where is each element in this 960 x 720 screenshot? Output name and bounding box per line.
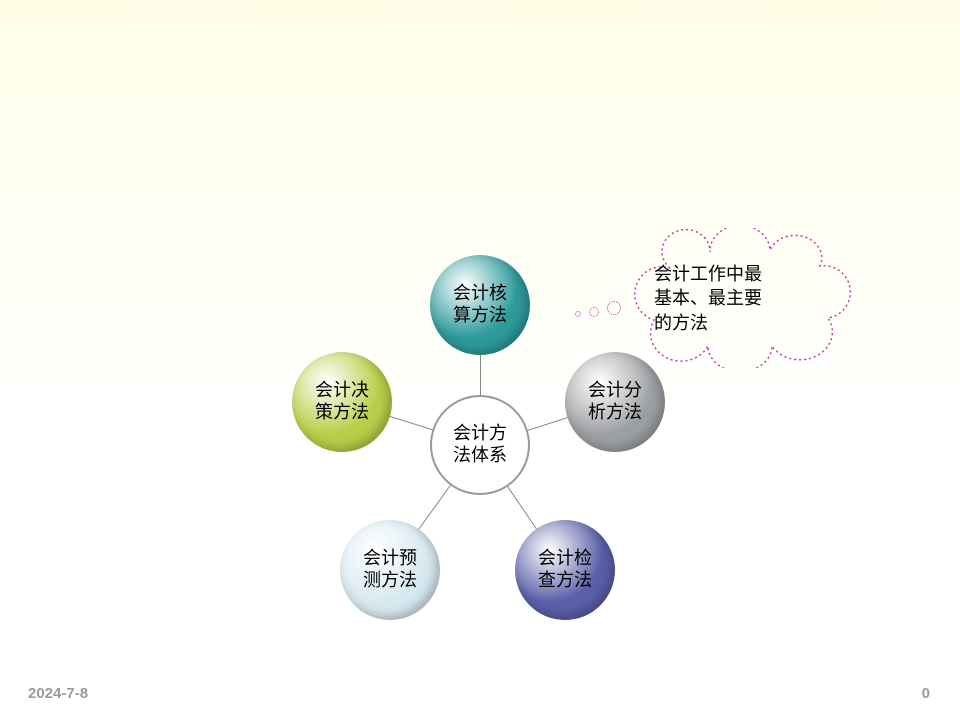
cloud-tail-bubble: [607, 301, 621, 315]
diagram-node: 会计决 策方法: [292, 352, 392, 452]
footer-date: 2024-7-8: [28, 685, 88, 702]
callout-cloud: 会计工作中最 基本、最主要 的方法: [640, 248, 840, 348]
diagram-node: 会计核 算方法: [430, 255, 530, 355]
diagram-center-node: 会计方 法体系: [430, 395, 530, 495]
footer-page: 0: [922, 685, 930, 702]
callout-text: 会计工作中最 基本、最主要 的方法: [640, 248, 840, 349]
diagram-node: 会计检 查方法: [515, 520, 615, 620]
cloud-tail-bubble: [575, 311, 581, 317]
cloud-tail-bubble: [589, 307, 599, 317]
diagram-node: 会计预 测方法: [340, 520, 440, 620]
